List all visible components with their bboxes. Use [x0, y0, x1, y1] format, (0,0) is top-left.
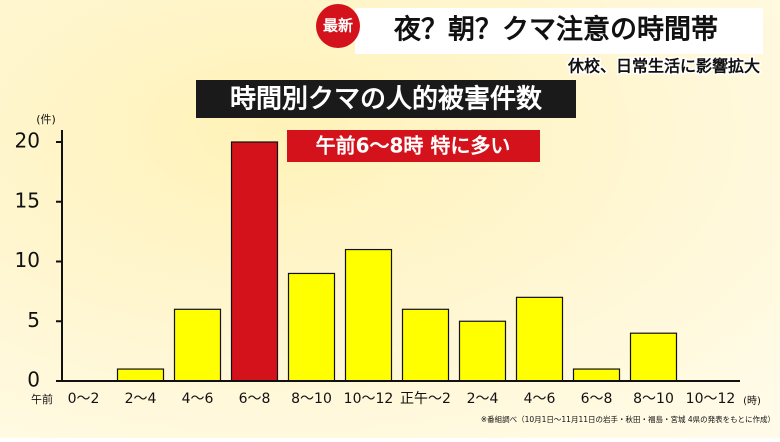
- x-tick-label: 8〜10: [633, 391, 674, 407]
- x-tick-label: 10〜12: [686, 391, 736, 407]
- badge-circle: [316, 4, 360, 48]
- x-tick-label: 2〜4: [125, 391, 157, 407]
- annotation: 午前6〜8時 特に多い: [316, 134, 511, 158]
- x-prefix: 午前: [31, 392, 53, 406]
- subheadline: 休校、日常生活に影響拡大: [567, 57, 760, 76]
- bar: [572, 368, 621, 382]
- chart-title: 時間別クマの人的被害件数: [230, 84, 543, 115]
- headline-box: [355, 8, 763, 54]
- badge: 最新: [323, 17, 353, 35]
- y-unit: (件): [36, 113, 56, 126]
- x-tick-label: 6〜8: [581, 391, 613, 407]
- bar: [230, 141, 279, 382]
- x-tick-label: 0〜2: [68, 391, 100, 407]
- bar: [458, 320, 507, 382]
- bar: [401, 308, 450, 382]
- annotation-box: [287, 130, 540, 162]
- bar: [344, 248, 393, 382]
- y-tick-label: 5: [27, 308, 40, 332]
- x-tick-label: 正午〜2: [400, 391, 451, 407]
- bar: [287, 272, 336, 382]
- x-tick-label: 2〜4: [467, 391, 499, 407]
- source-note: ※番組調べ（10月1日〜11月11日の岩手・秋田・福島・宮城 4県の発表をもとに…: [481, 414, 775, 424]
- x-tick-label: 10〜12: [344, 391, 394, 407]
- headline: 夜？朝？クマ注意の時間帯: [393, 14, 718, 46]
- x-tick-label: 8〜10: [291, 391, 332, 407]
- bar: [515, 296, 564, 382]
- x-unit: (時): [743, 395, 761, 407]
- x-tick-label: 4〜6: [524, 391, 556, 407]
- y-tick-label: 0: [27, 368, 40, 392]
- x-tick-label: 4〜6: [182, 391, 214, 407]
- bar: [116, 368, 165, 382]
- bar: [629, 332, 678, 382]
- y-tick-label: 20: [15, 129, 40, 153]
- y-tick-label: 10: [15, 248, 40, 272]
- y-tick-label: 15: [15, 188, 40, 212]
- chart-title-box: [196, 80, 576, 118]
- x-tick-label: 6〜8: [239, 391, 271, 407]
- bar: [173, 308, 222, 382]
